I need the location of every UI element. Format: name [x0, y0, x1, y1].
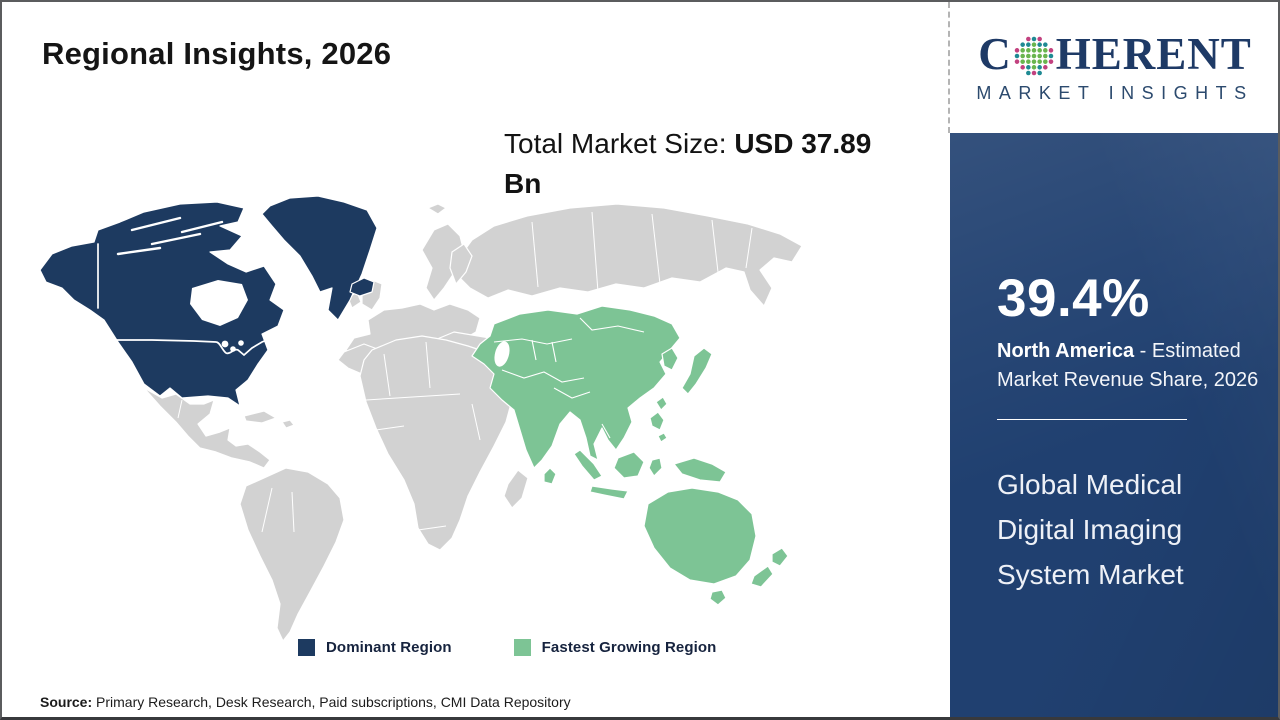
brand-subtitle: MARKET INSIGHTS — [976, 82, 1254, 103]
region-rest-of-world — [143, 203, 803, 642]
brand-wordmark: C HERENT — [978, 28, 1252, 79]
region-north-america — [39, 195, 378, 407]
country-borders-gray — [177, 211, 753, 533]
source-text: Primary Research, Desk Research, Paid su… — [92, 694, 571, 710]
brand-logo: C HERENT MARKET INSIGHTS — [950, 2, 1278, 133]
source-label: Source: — [40, 694, 93, 710]
brand-word-end: HERENT — [1055, 28, 1252, 79]
region-asia-pacific — [471, 305, 789, 606]
map-legend: Dominant Region Fastest Growing Region — [298, 639, 716, 656]
legend-label-fastest-growing-region: Fastest Growing Region — [541, 639, 717, 656]
caspian-sea — [494, 341, 510, 367]
market-share-description: North America - Estimated Market Revenue… — [997, 337, 1269, 395]
world-map-svg — [39, 195, 803, 642]
page-title: Regional Insights, 2026 — [42, 36, 392, 71]
fastest-growing-region-swatch — [513, 639, 531, 656]
country-borders-green — [493, 317, 645, 439]
total-market-size: Total Market Size: USD 37.89 Bn — [504, 124, 904, 204]
total-market-size-label: Total Market Size: — [504, 128, 735, 159]
market-name: Global Medical Digital Imaging System Ma… — [997, 469, 1184, 590]
dotted-globe-icon — [1014, 36, 1053, 76]
divider-line — [997, 419, 1187, 420]
dashed-divider — [948, 2, 950, 133]
market-share-region: North America — [997, 340, 1135, 362]
legend-item-dominant-region: Dominant Region — [298, 639, 452, 656]
sidebar-content: 39.4% North America - Estimated Market R… — [950, 133, 1278, 597]
world-map — [32, 192, 892, 647]
legend-label-dominant-region: Dominant Region — [326, 639, 452, 656]
sidebar: 39.4% North America - Estimated Market R… — [950, 133, 1278, 717]
market-share-value: 39.4% — [997, 269, 1150, 328]
north-america-detail — [97, 216, 273, 357]
source-line: Source: Primary Research, Desk Research,… — [40, 694, 571, 710]
legend-item-fastest-growing-region: Fastest Growing Region — [513, 639, 717, 656]
total-market-size-value: USD 37.89 Bn — [504, 128, 872, 199]
dominant-region-swatch — [298, 639, 315, 656]
brand-word-start: C — [978, 28, 1012, 79]
market-share-description-rest: - Estimated Market Revenue Share, 2026 — [997, 340, 1259, 391]
